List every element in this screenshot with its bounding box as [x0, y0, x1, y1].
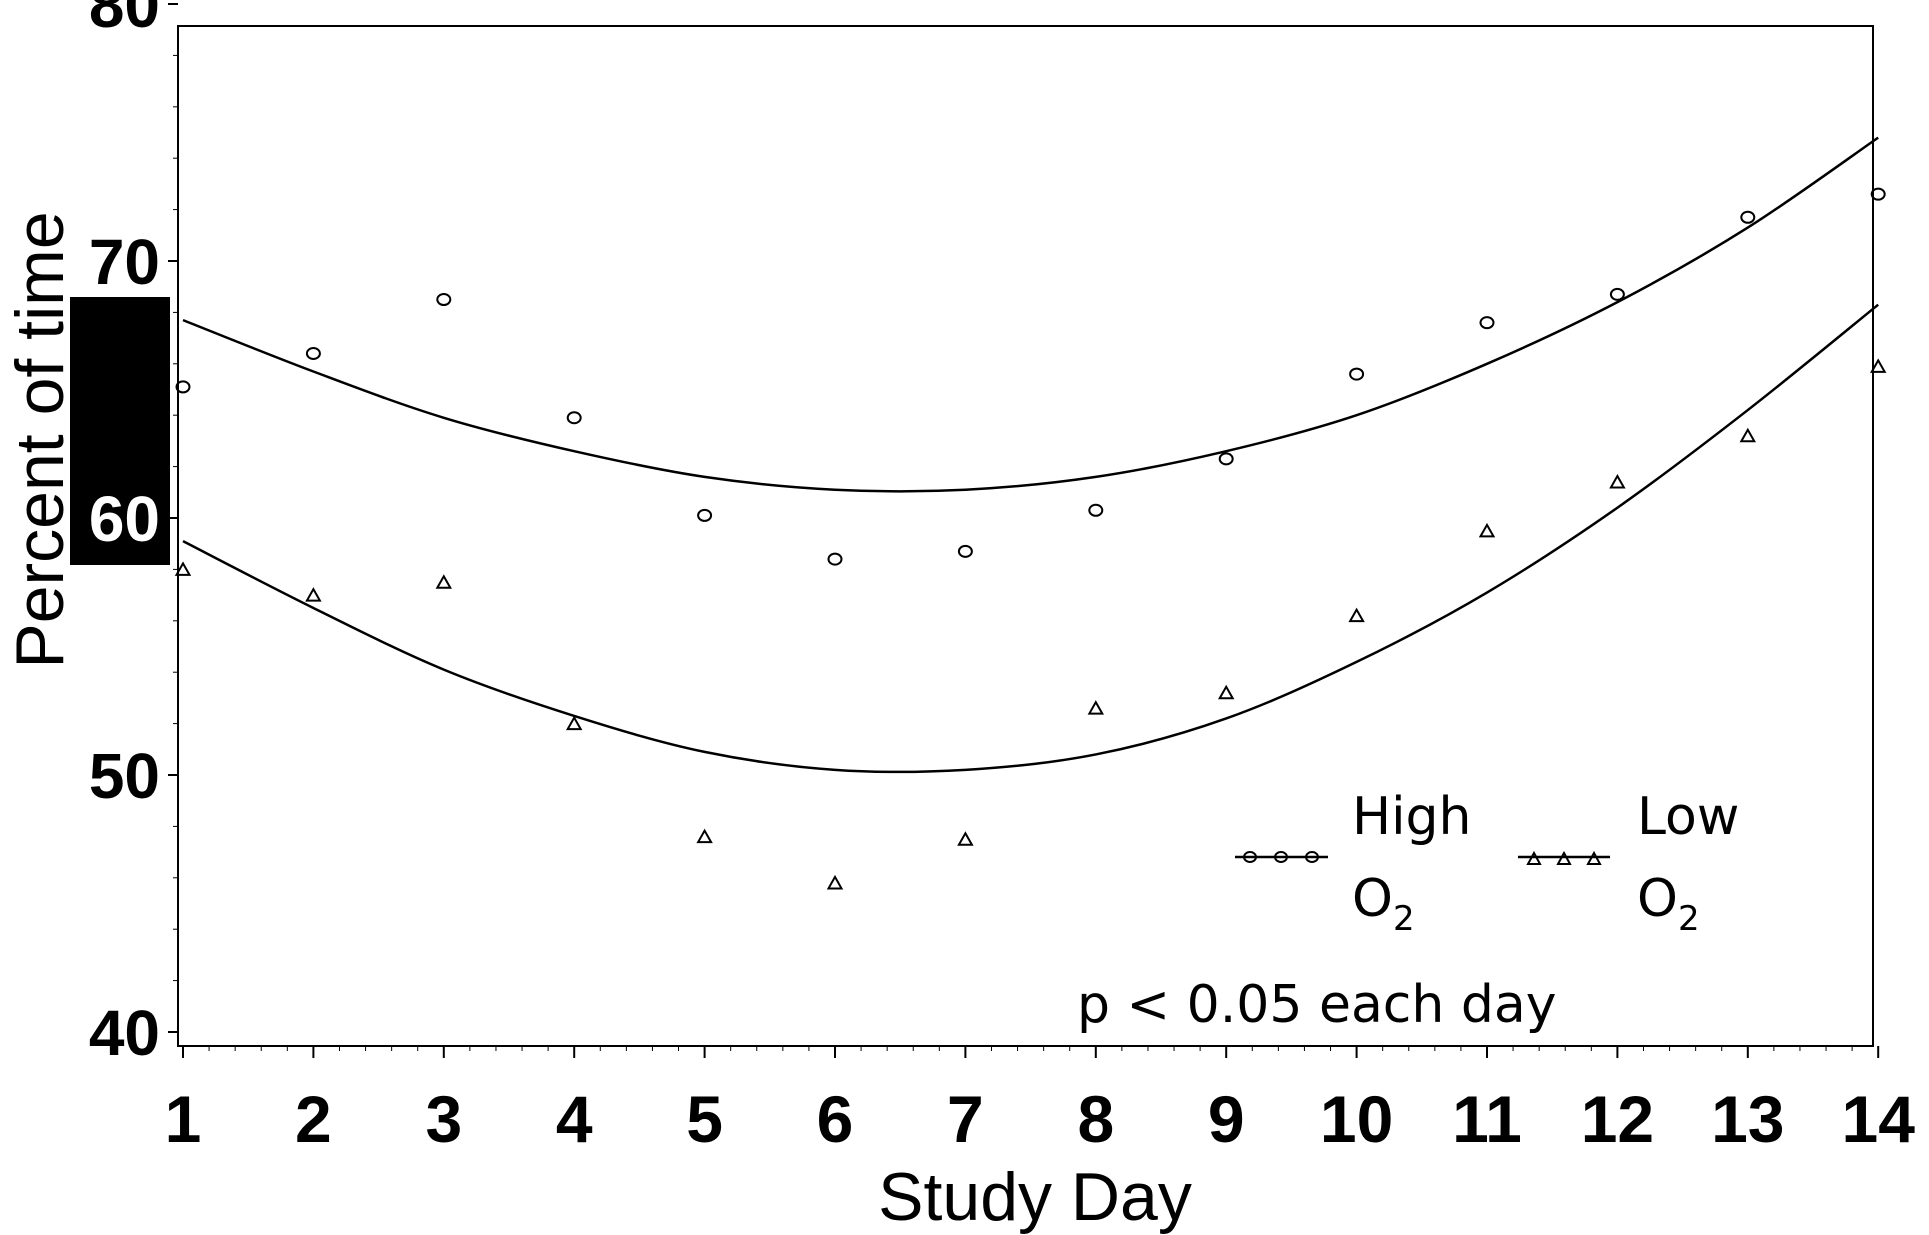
legend: High O2 Low O2	[1235, 787, 1739, 939]
redaction-block	[70, 297, 170, 565]
data-point-low-o2	[1739, 427, 1757, 443]
legend-item-high: High O2	[1235, 787, 1472, 939]
significance-annotation: p < 0.05 each day	[1077, 975, 1557, 1035]
data-point-high-o2	[1349, 367, 1365, 381]
x-tick-label: 1	[165, 1082, 202, 1156]
data-point-low-o2	[1217, 684, 1235, 700]
data-point-low-o2	[435, 574, 453, 589]
x-tick-label: 13	[1711, 1082, 1784, 1156]
y-tick-label: 40	[89, 997, 160, 1069]
data-point-high-o2	[305, 347, 321, 361]
legend-marker-triangle	[1526, 850, 1542, 865]
y-axis-tick-labels: 40 50 60 70 80	[89, 0, 160, 1069]
data-points	[174, 187, 1887, 890]
x-tick-label: 6	[817, 1082, 854, 1156]
fit-curve-triangle	[182, 303, 1879, 774]
data-point-high-o2	[957, 544, 973, 558]
legend-label-low: Low	[1637, 787, 1739, 847]
data-point-low-o2	[174, 561, 192, 576]
fit-curve-circle	[182, 136, 1879, 493]
legend-marker-circle	[1243, 851, 1257, 863]
x-tick-label: 14	[1841, 1082, 1915, 1156]
data-point-high-o2	[1479, 316, 1495, 330]
data-point-high-o2	[827, 552, 843, 566]
data-point-high-o2	[697, 508, 713, 522]
x-tick-label: 7	[947, 1082, 984, 1156]
x-tick-label: 10	[1320, 1082, 1393, 1156]
data-point-high-o2	[1609, 287, 1625, 301]
x-axis-title: Study Day	[878, 1159, 1192, 1235]
data-point-low-o2	[957, 831, 974, 846]
y-axis-title: Percent of time	[2, 211, 78, 668]
x-tick-label: 2	[295, 1082, 332, 1156]
y-axis-ticks	[168, 3, 178, 1033]
data-point-high-o2	[175, 380, 191, 394]
legend-item-low: Low O2	[1518, 787, 1739, 939]
data-point-low-o2	[826, 874, 844, 890]
legend-marker-circle	[1274, 851, 1288, 863]
x-tick-label: 5	[686, 1082, 723, 1156]
x-tick-label: 12	[1581, 1082, 1654, 1156]
data-point-low-o2	[565, 715, 583, 731]
data-point-low-o2	[696, 828, 713, 844]
x-tick-label: 3	[425, 1082, 462, 1156]
y-tick-label: 60	[89, 483, 160, 555]
y-tick-label: 80	[89, 0, 160, 41]
x-axis-ticks: 1 2 3 4 5 6 7 8 9 10 11 12 13 14	[165, 1046, 1915, 1156]
x-tick-label: 8	[1077, 1082, 1114, 1156]
data-point-high-o2	[1088, 503, 1104, 517]
legend-o2-high: O2	[1352, 869, 1415, 939]
data-point-low-o2	[1609, 473, 1626, 489]
data-point-low-o2	[1869, 358, 1887, 373]
data-point-high-o2	[436, 293, 452, 307]
plot-area-frame	[177, 25, 1874, 1047]
legend-label-high: High	[1352, 787, 1472, 847]
legend-marker-triangle	[1586, 850, 1602, 865]
x-tick-label: 9	[1208, 1082, 1245, 1156]
data-point-low-o2	[1348, 607, 1365, 623]
data-point-high-o2	[566, 411, 582, 425]
y-tick-label: 70	[89, 226, 160, 298]
legend-marker-triangle	[1556, 850, 1572, 865]
x-tick-label: 11	[1452, 1082, 1522, 1156]
data-point-low-o2	[1087, 700, 1105, 715]
data-point-high-o2	[1740, 210, 1756, 224]
data-point-low-o2	[1478, 522, 1496, 538]
legend-o2-low: O2	[1637, 869, 1700, 939]
data-point-high-o2	[1218, 452, 1234, 466]
legend-marker-circle	[1305, 851, 1319, 863]
x-tick-label: 4	[556, 1082, 593, 1156]
data-point-low-o2	[305, 587, 322, 602]
y-tick-label: 50	[89, 740, 160, 812]
data-point-high-o2	[1870, 187, 1886, 201]
fit-curves	[182, 136, 1879, 774]
